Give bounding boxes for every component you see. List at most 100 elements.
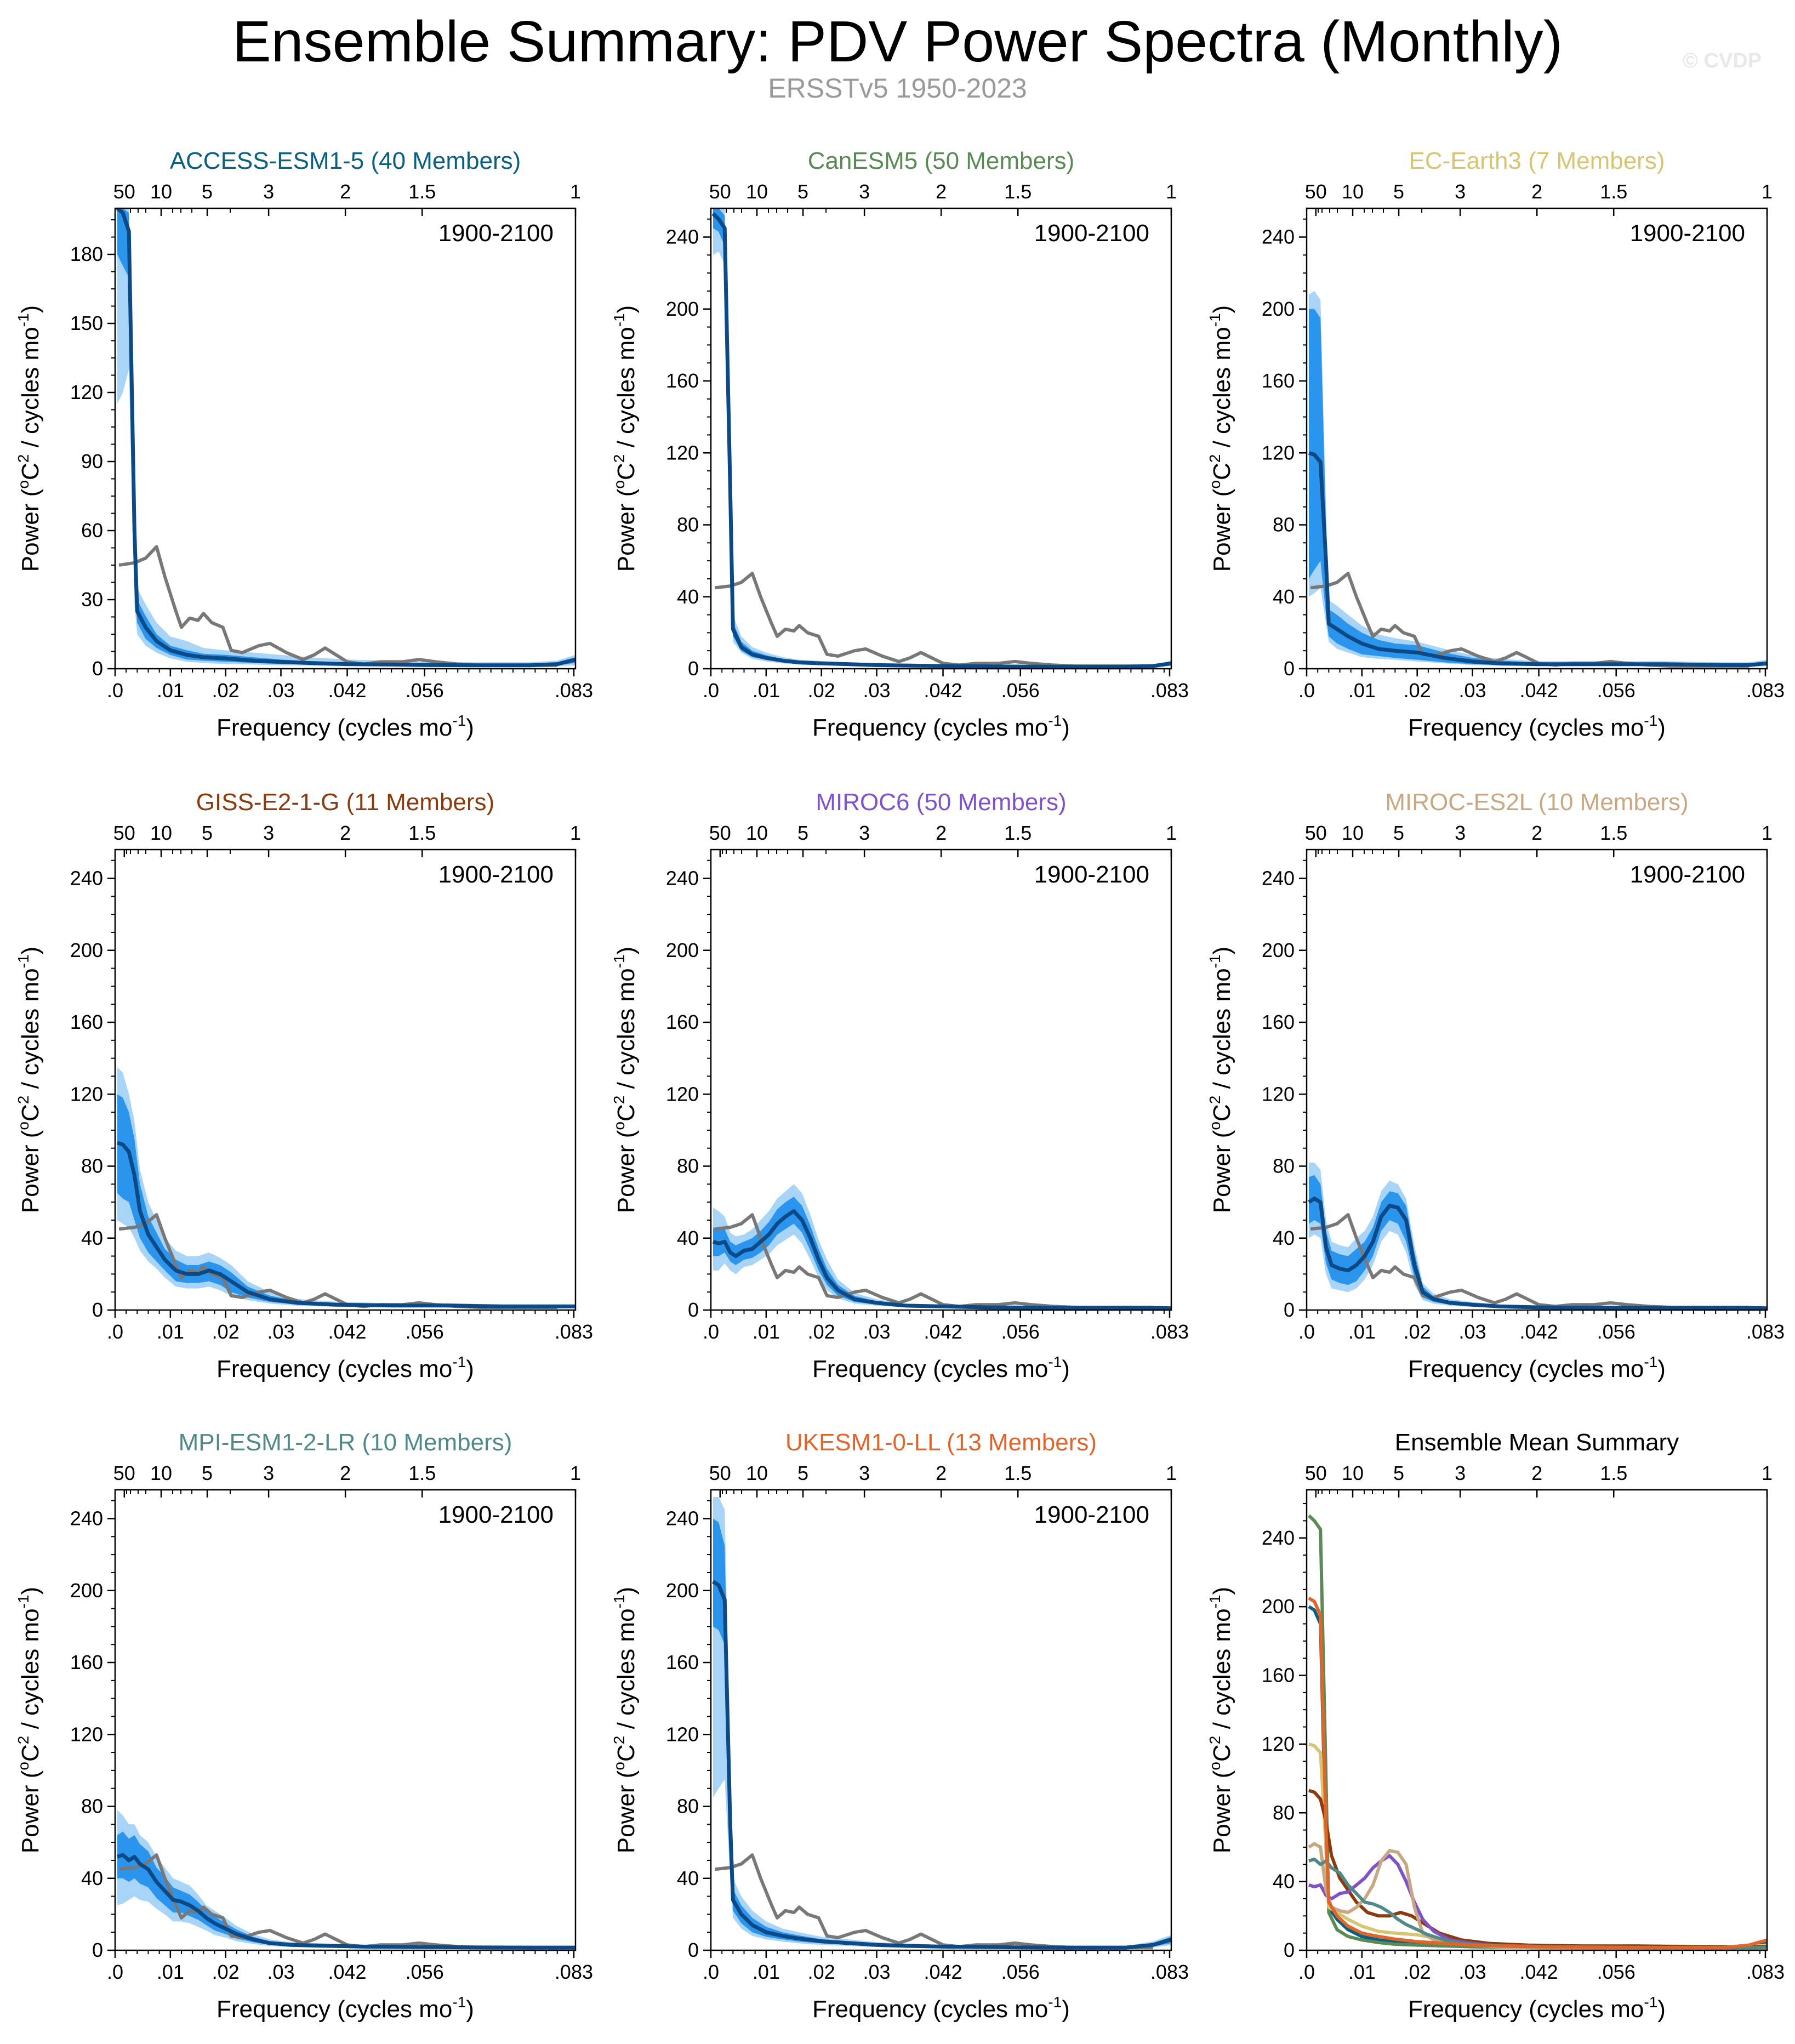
top-tick-label: 3 xyxy=(263,1462,274,1484)
plot-frame xyxy=(1306,207,1768,670)
y-tick-label: 0 xyxy=(1284,1939,1295,1961)
plot-area xyxy=(116,1067,575,1309)
observed-spectrum-line xyxy=(118,1853,557,1950)
x-tick-label: .02 xyxy=(212,1961,240,1983)
y-tick-label: 30 xyxy=(81,588,103,611)
period-label: 1900-2100 xyxy=(438,220,554,247)
x-tick-label: .01 xyxy=(753,1320,780,1343)
plot-frame xyxy=(710,207,1172,670)
x-axis-label: Frequency (cycles mo-1) xyxy=(812,1353,1070,1382)
x-tick-label: .01 xyxy=(157,679,184,702)
y-tick-label: 120 xyxy=(1262,441,1295,464)
panel-8: UKESM1-0-LL (13 Members)50 10 5 3 2 1.5 104080… xyxy=(611,1429,1189,2023)
y-tick-label: 240 xyxy=(70,867,103,890)
summary-series-2 xyxy=(1307,1514,1767,1950)
x-tick-label: .02 xyxy=(212,1320,240,1343)
top-tick-label: 50 xyxy=(113,1462,135,1484)
y-tick-label: 0 xyxy=(1284,657,1295,680)
y-tick-label: 120 xyxy=(1262,1733,1295,1755)
y-axis-label: Power (oC2 / cycles mo-1) xyxy=(611,947,640,1213)
y-tick-label: 240 xyxy=(1262,226,1295,248)
y-tick-label: 200 xyxy=(666,939,699,961)
ensemble-iqr-band xyxy=(1309,309,1767,667)
x-tick-label: .042 xyxy=(328,1320,366,1343)
y-tick-label: 0 xyxy=(1284,1299,1295,1321)
ensemble-range-band xyxy=(713,208,1171,668)
panel-4: GISS-E2-1-G (11 Members)50 10 5 3 2 1.5 104080… xyxy=(15,789,593,1382)
x-tick-label: .03 xyxy=(863,1320,890,1343)
x-axis-label: Frequency (cycles mo-1) xyxy=(216,1353,474,1382)
y-tick-label: 240 xyxy=(666,1507,699,1530)
top-tick-label: 2 xyxy=(340,180,351,203)
x-tick-label: .03 xyxy=(1458,1961,1486,1983)
x-tick-label: .056 xyxy=(1597,1320,1636,1343)
x-tick-label: .01 xyxy=(1348,1961,1376,1983)
x-tick-label: .042 xyxy=(1519,1320,1558,1343)
page-subtitle: ERSSTv5 1950-2023 xyxy=(768,73,1027,104)
x-tick-label: .03 xyxy=(1458,679,1486,702)
top-tick-label: 5 xyxy=(797,822,808,844)
ensemble-range-band xyxy=(117,208,575,667)
y-tick-label: 120 xyxy=(666,1083,699,1105)
top-tick-label: 1 xyxy=(1762,1462,1773,1484)
top-tick-label: 1 xyxy=(1166,180,1177,203)
x-tick-label: .056 xyxy=(406,1961,444,1983)
x-tick-label: .042 xyxy=(328,1961,366,1983)
plot-area xyxy=(712,1184,1171,1310)
y-tick-label: 160 xyxy=(1262,1011,1295,1033)
plot-frame xyxy=(114,207,577,670)
x-tick-label: .083 xyxy=(555,1961,593,1983)
x-tick-label: .03 xyxy=(267,679,294,702)
y-tick-label: 80 xyxy=(1273,514,1295,536)
x-tick-label: .02 xyxy=(808,1961,835,1983)
panel-title: EC-Earth3 (7 Members) xyxy=(1409,147,1665,174)
x-axis-label: Frequency (cycles mo-1) xyxy=(812,1994,1070,2023)
top-tick-label: 3 xyxy=(859,180,870,203)
ensemble-range-band xyxy=(117,1810,575,1949)
top-tick-label: 1.5 xyxy=(1004,1462,1032,1484)
x-tick-label: .0 xyxy=(107,679,123,702)
observed-spectrum-line xyxy=(714,572,1153,668)
x-tick-label: .02 xyxy=(1404,679,1431,702)
plot-area xyxy=(1308,1162,1767,1310)
x-tick-label: .083 xyxy=(1746,1320,1785,1343)
plot-area xyxy=(711,208,1171,669)
panel-title: GISS-E2-1-G (11 Members) xyxy=(196,789,494,816)
top-tick-label: 2 xyxy=(1531,822,1542,844)
x-tick-label: .056 xyxy=(1001,1320,1040,1343)
y-tick-label: 80 xyxy=(677,1795,699,1818)
x-axis-label: Frequency (cycles mo-1) xyxy=(216,1994,474,2023)
top-tick-label: 5 xyxy=(797,1462,808,1484)
x-tick-label: .083 xyxy=(555,1320,593,1343)
y-tick-label: 80 xyxy=(81,1155,103,1177)
x-tick-label: .01 xyxy=(753,679,780,702)
top-tick-label: 1.5 xyxy=(1600,1462,1627,1484)
top-tick-label: 1 xyxy=(1166,822,1177,844)
period-label: 1900-2100 xyxy=(1034,1501,1149,1528)
y-axis-label: Power (oC2 / cycles mo-1) xyxy=(1206,1587,1235,1853)
top-tick-label: 2 xyxy=(340,1462,351,1484)
x-tick-label: .042 xyxy=(1519,679,1558,702)
y-tick-label: 160 xyxy=(666,369,699,392)
y-tick-label: 40 xyxy=(677,1227,699,1249)
top-tick-label: 50 xyxy=(1305,1462,1327,1484)
top-tick-label: 1 xyxy=(1166,1462,1177,1484)
copyright-label: © CVDP xyxy=(1683,49,1762,72)
summary-series-8 xyxy=(1308,1596,1767,1950)
top-tick-label: 1 xyxy=(1762,180,1773,203)
top-tick-label: 1 xyxy=(570,822,581,844)
top-tick-label: 1.5 xyxy=(408,180,436,203)
x-tick-label: .056 xyxy=(406,1320,444,1343)
panel-title: UKESM1-0-LL (13 Members) xyxy=(785,1429,1097,1456)
period-label: 1900-2100 xyxy=(1630,220,1745,247)
y-tick-label: 180 xyxy=(70,243,103,265)
panel-title: MIROC-ES2L (10 Members) xyxy=(1385,789,1688,816)
ensemble-mean-line xyxy=(116,208,575,668)
x-tick-label: .056 xyxy=(1597,679,1636,702)
y-tick-label: 80 xyxy=(1273,1801,1295,1824)
top-tick-label: 50 xyxy=(113,180,135,203)
y-tick-label: 120 xyxy=(1262,1083,1295,1105)
plot-frame xyxy=(1306,1489,1768,1951)
